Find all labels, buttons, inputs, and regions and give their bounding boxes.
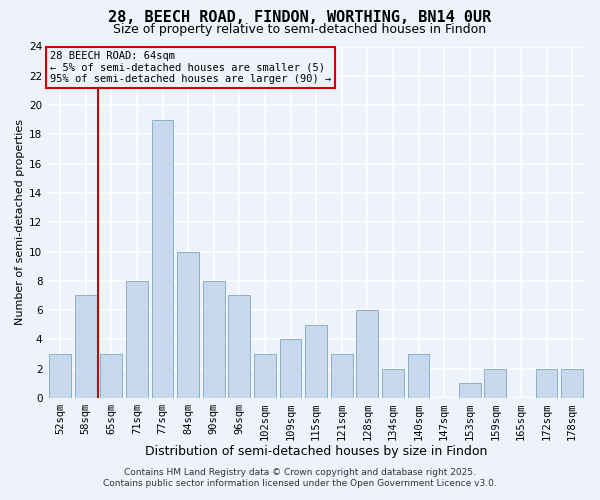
X-axis label: Distribution of semi-detached houses by size in Findon: Distribution of semi-detached houses by … [145, 444, 487, 458]
Bar [229, 296, 250, 398]
Bar [562, 368, 583, 398]
Bar [305, 324, 327, 398]
Bar [49, 354, 71, 398]
Bar [407, 354, 430, 398]
Bar [331, 354, 353, 398]
Bar [459, 384, 481, 398]
Text: Contains HM Land Registry data © Crown copyright and database right 2025.
Contai: Contains HM Land Registry data © Crown c… [103, 468, 497, 487]
Bar [254, 354, 276, 398]
Bar [484, 368, 506, 398]
Text: 28, BEECH ROAD, FINDON, WORTHING, BN14 0UR: 28, BEECH ROAD, FINDON, WORTHING, BN14 0… [109, 10, 491, 25]
Bar [126, 281, 148, 398]
Y-axis label: Number of semi-detached properties: Number of semi-detached properties [15, 119, 25, 325]
Bar [177, 252, 199, 398]
Bar [280, 340, 301, 398]
Bar [356, 310, 378, 398]
Bar [536, 368, 557, 398]
Text: Size of property relative to semi-detached houses in Findon: Size of property relative to semi-detach… [113, 22, 487, 36]
Bar [382, 368, 404, 398]
Bar [152, 120, 173, 398]
Bar [100, 354, 122, 398]
Text: 28 BEECH ROAD: 64sqm
← 5% of semi-detached houses are smaller (5)
95% of semi-de: 28 BEECH ROAD: 64sqm ← 5% of semi-detach… [50, 51, 331, 84]
Bar [203, 281, 224, 398]
Bar [75, 296, 97, 398]
